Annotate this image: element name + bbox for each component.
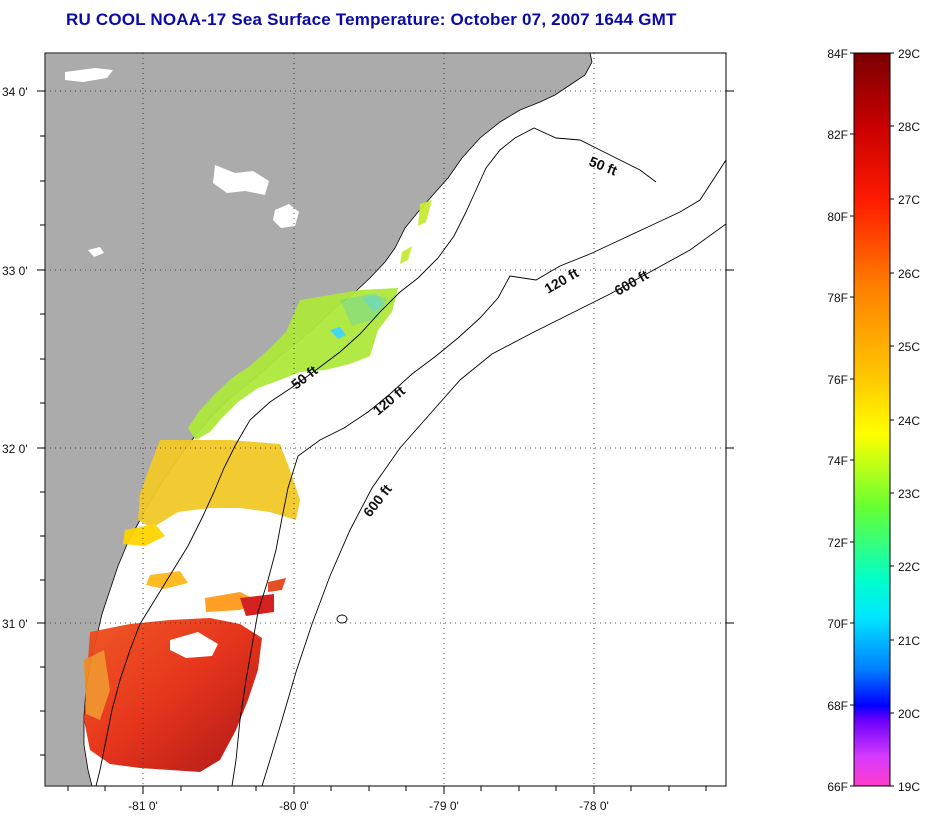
lat-label-33: 33 0' (2, 264, 28, 278)
colorbar-f-label: 84F (827, 47, 848, 61)
colorbar-f-label: 66F (827, 780, 848, 794)
colorbar-c-label: 21C (898, 634, 920, 648)
colorbar-c-label: 23C (898, 487, 920, 501)
lat-label-32: 32 0' (2, 442, 28, 456)
lake-4 (88, 247, 104, 257)
colorbar-f-label: 72F (827, 536, 848, 550)
colorbar-f-label: 76F (827, 373, 848, 387)
lake-3 (65, 68, 113, 82)
colorbar-c-label: 26C (898, 267, 920, 281)
colorbar-c-label: 25C (898, 340, 920, 354)
colorbar-ticks (850, 52, 894, 787)
colorbar-c-label: 24C (898, 414, 920, 428)
map-title: RU COOL NOAA-17 Sea Surface Temperature:… (66, 10, 677, 29)
colorbar-f-label: 74F (827, 454, 848, 468)
colorbar (853, 52, 891, 787)
graticule (45, 53, 726, 786)
colorbar-f-label: 82F (827, 128, 848, 142)
contour-50ft (95, 127, 657, 786)
colorbar-c-label: 27C (898, 193, 920, 207)
lake-1 (213, 165, 269, 195)
lat-label-34: 34 0' (2, 85, 28, 99)
lat-label-31: 31 0' (2, 617, 28, 631)
colorbar-c-label: 28C (898, 120, 920, 134)
colorbar-c-label: 19C (898, 780, 920, 794)
colorbar-c-label: 29C (898, 47, 920, 61)
lon-label-81: -81 0' (128, 799, 158, 813)
colorbar-f-label: 68F (827, 699, 848, 713)
seamount-contour (336, 614, 348, 624)
colorbar-c-label: 22C (898, 560, 920, 574)
colorbar-f-label: 78F (827, 291, 848, 305)
axis-ticks (37, 90, 734, 794)
colorbar-f-label: 70F (827, 617, 848, 631)
lon-label-78: -78 0' (579, 799, 609, 813)
colorbar-c-label: 20C (898, 707, 920, 721)
contour-600ft (261, 223, 726, 786)
map-area[interactable] (45, 53, 726, 786)
colorbar-f-label: 80F (827, 210, 848, 224)
lake-2 (273, 204, 299, 228)
lon-label-79: -79 0' (429, 799, 459, 813)
lon-label-80: -80 0' (279, 799, 309, 813)
sst-data (84, 200, 432, 772)
